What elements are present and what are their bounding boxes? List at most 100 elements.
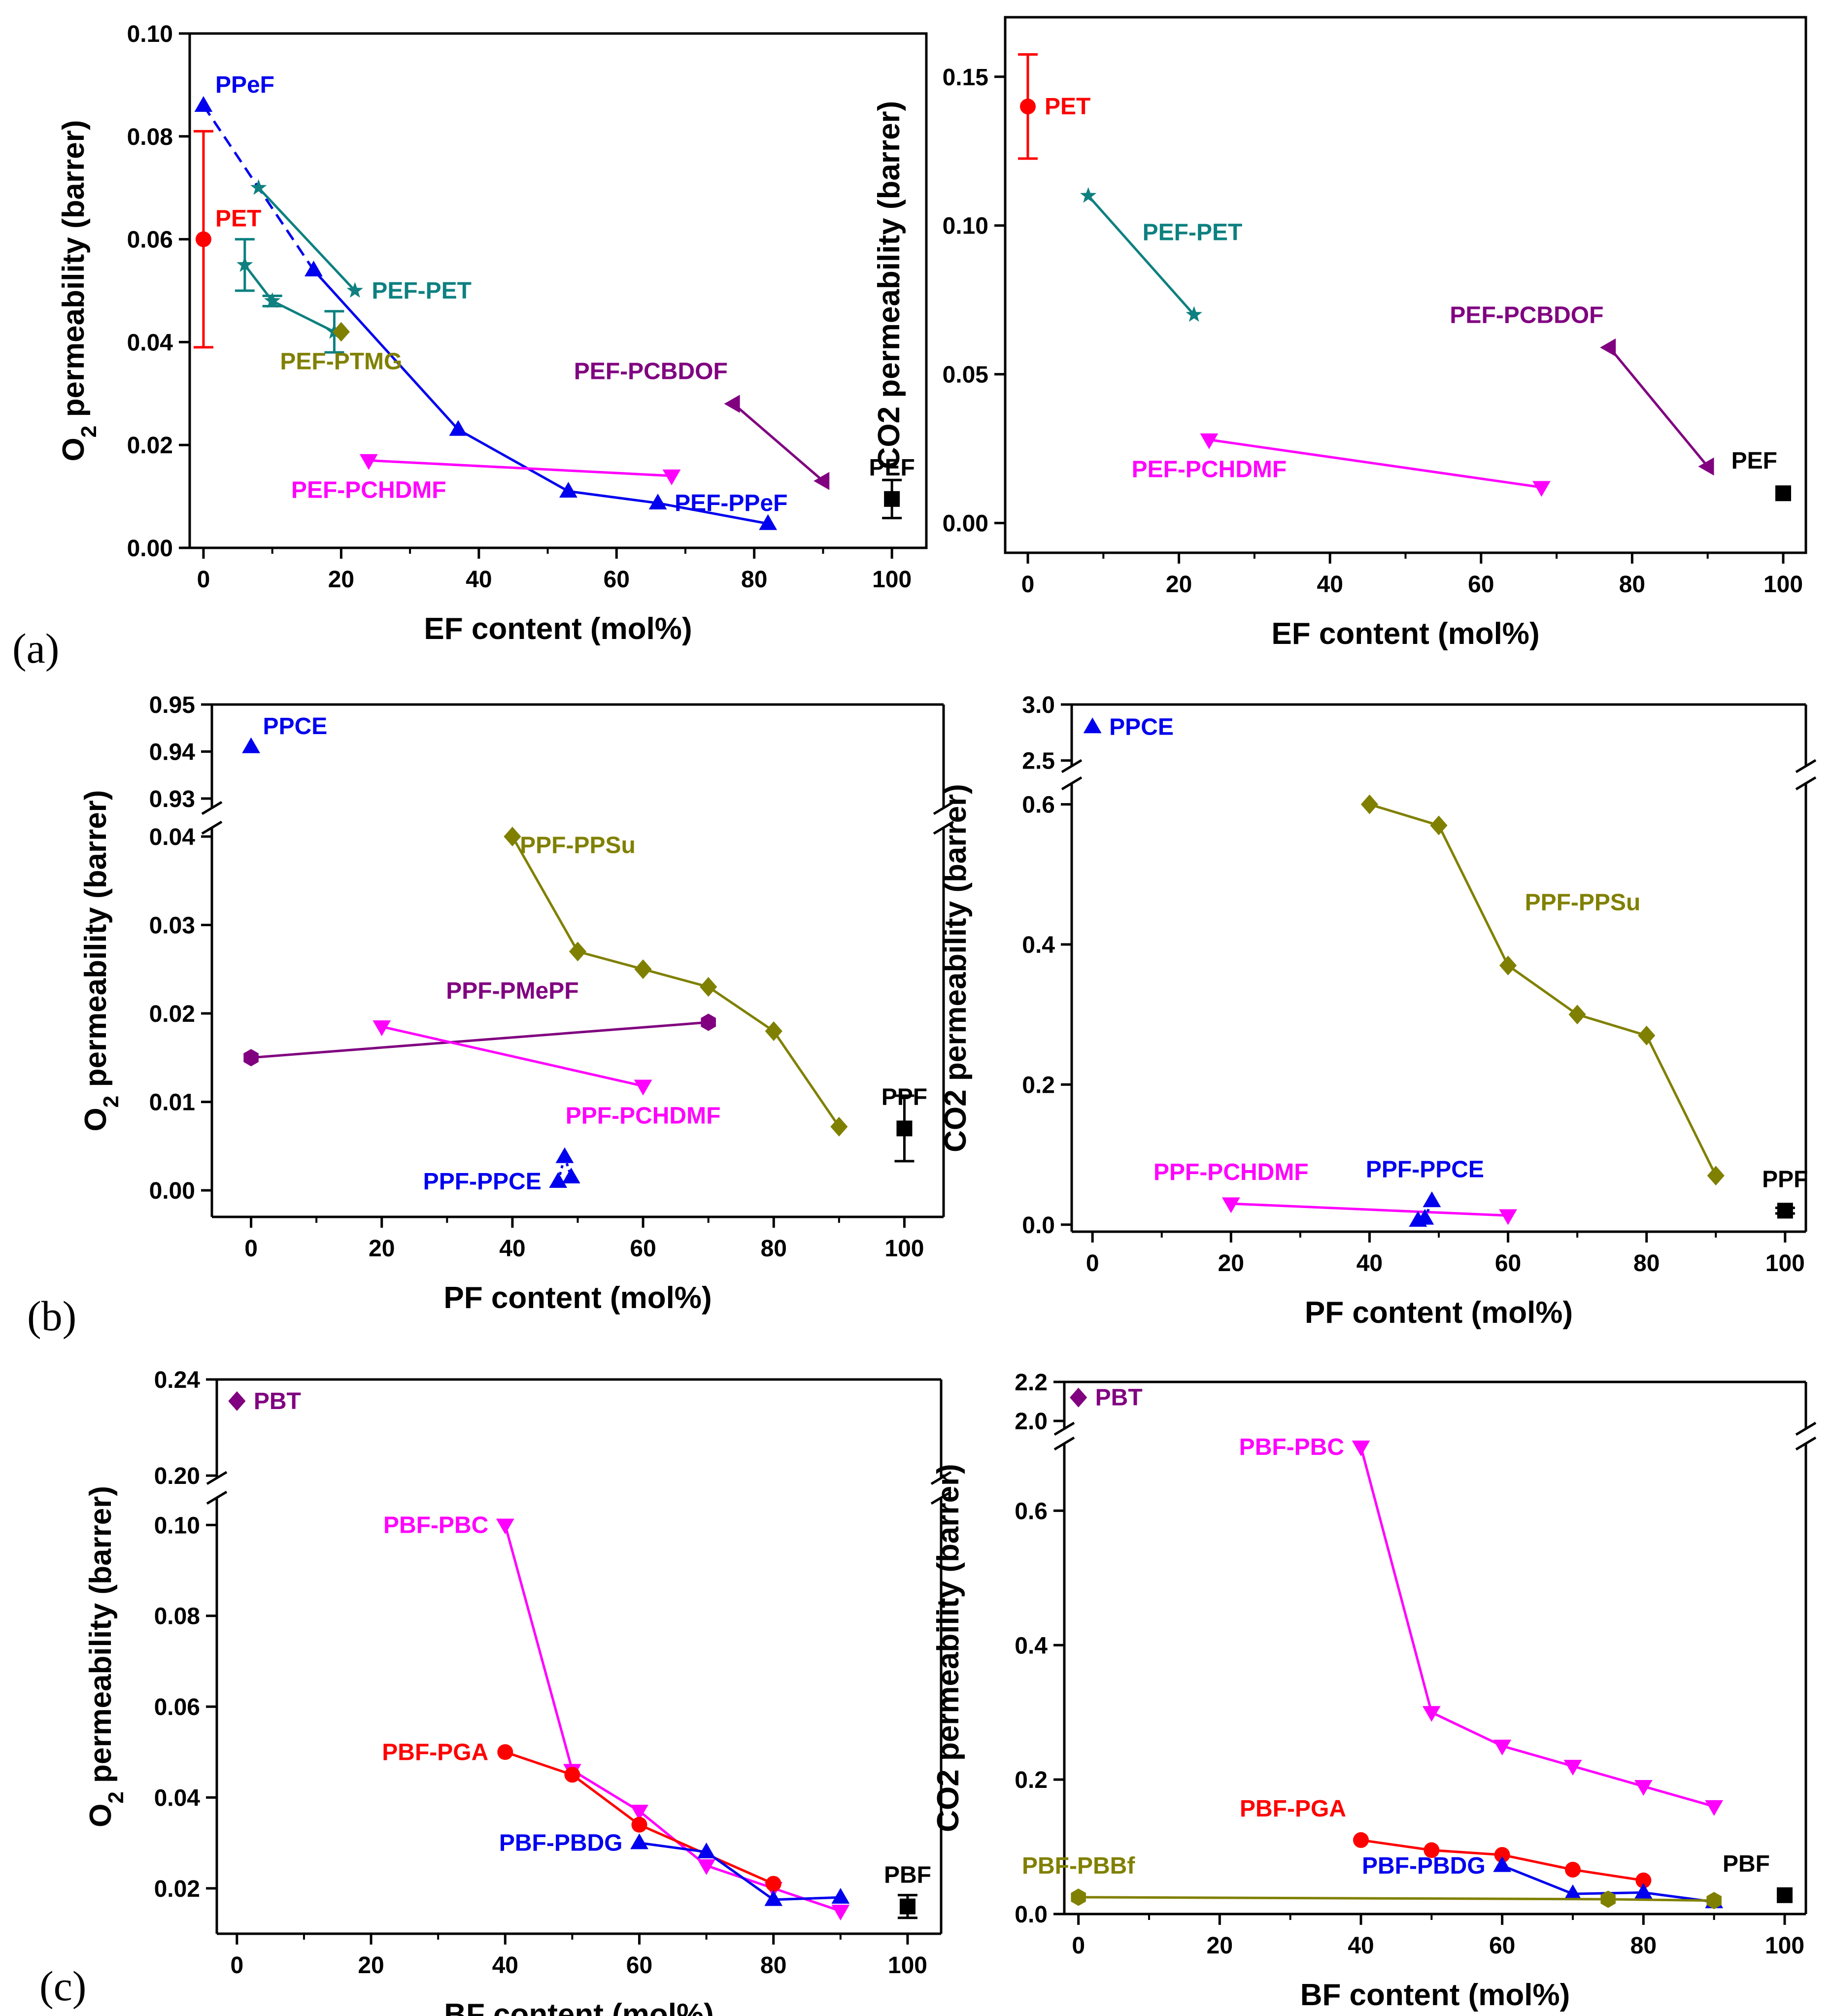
series-line-segment <box>457 428 569 493</box>
series-pbf-pga: PBF-PGA <box>382 1739 781 1892</box>
y-axis-title-part: permeability (barrer) <box>57 120 91 426</box>
series-label: PBF <box>884 1862 931 1888</box>
y-tick-label: 0.93 <box>149 786 195 812</box>
y-axis-title-subscript: 2 <box>104 1791 128 1803</box>
y-tick-label: 0.03 <box>149 913 195 939</box>
y-tick-label: 0.4 <box>1022 932 1055 958</box>
chart-b-co2-permeability: 0 20 40 60 80 100 2.5 3.0 0.0 0.2 0.4 0.6 PF content… <box>939 692 1817 1330</box>
axis-break-mark <box>1061 759 1083 773</box>
data-point-marker <box>195 231 211 247</box>
data-point-marker <box>1698 457 1714 476</box>
data-point-marker <box>1493 1740 1512 1756</box>
series-ppce: PPCE <box>242 713 327 753</box>
x-tick-label: 0 <box>1072 1933 1085 1959</box>
data-point-marker <box>373 1020 391 1037</box>
x-tick-label: 60 <box>626 1952 652 1979</box>
axes: 0 20 40 60 80 100 0.20 0.24 0.02 0.04 0.06 0.08 0.10… <box>84 1367 952 2016</box>
data-point-marker <box>1777 1887 1793 1903</box>
series-label: PBF-PGA <box>1240 1796 1346 1822</box>
y-tick-label: 0.15 <box>943 65 988 91</box>
series-label: PEF <box>869 455 915 481</box>
data-point-marker <box>1353 1832 1369 1848</box>
data-point-marker <box>497 1744 513 1760</box>
y-tick-label: 0.06 <box>127 227 173 253</box>
data-point-marker <box>1634 1780 1653 1796</box>
series-line-segment <box>577 950 644 971</box>
y-tick-label: 0.0 <box>1022 1212 1055 1239</box>
series-pbf: PBF <box>1723 1851 1793 1903</box>
series-line-segment <box>1437 825 1509 966</box>
data-point-marker <box>1635 1872 1652 1888</box>
data-point-marker <box>1221 1197 1240 1213</box>
x-tick-label: 0 <box>244 1236 258 1262</box>
x-tick-label: 100 <box>888 1952 927 1979</box>
x-tick-label: 20 <box>1218 1250 1244 1277</box>
x-tick-label: 0 <box>1021 571 1035 598</box>
chart-c-co2-permeability: 0 20 40 60 80 100 2.0 2.2 0.0 0.2 0.4 0.6 BF content… <box>931 1370 1817 2012</box>
x-tick-label: 20 <box>328 567 354 593</box>
x-tick-label: 80 <box>761 1236 787 1262</box>
series-line-segment <box>1087 195 1195 316</box>
series-line-segment <box>1501 1864 1573 1895</box>
series-pef-pchdmf: PEF-PCHDMF <box>1132 433 1551 497</box>
series-label: PEF-PET <box>1143 219 1243 245</box>
axis-break-mark <box>1053 1436 1075 1451</box>
series-pef-pcbdof: PEF-PCBDOF <box>1450 302 1714 476</box>
chart-a-o2-permeability: 0 20 40 60 80 100 0.00 0.02 0.04 0.06 0.08 0.10 EF c… <box>57 21 928 646</box>
data-point-marker <box>549 1172 568 1188</box>
x-tick-label: 40 <box>492 1952 518 1979</box>
data-point-marker <box>305 261 323 277</box>
x-axis-title: PF content (mol%) <box>1305 1296 1573 1330</box>
axes: 0 20 40 60 80 100 0.00 0.02 0.04 0.06 0.08 0.10 EF c… <box>57 21 928 646</box>
data-point-marker <box>1600 338 1616 357</box>
series-ppf-pmepf: PPF-PMePF <box>243 978 716 1067</box>
series-ppf-ppce: PPF-PPCE <box>1366 1156 1484 1227</box>
data-point-marker <box>697 1842 716 1858</box>
data-point-marker <box>496 1518 514 1535</box>
series-pef-pet: PEF-PET <box>1080 187 1242 322</box>
series-label: PEF-PCHDMF <box>1132 457 1287 483</box>
series-label: PBT <box>1095 1385 1143 1411</box>
y-tick-label: 0.10 <box>943 213 988 239</box>
data-point-marker <box>194 96 213 112</box>
x-tick-label: 20 <box>1166 571 1192 598</box>
axes: 0 20 40 60 80 100 2.5 3.0 0.0 0.2 0.4 0.6 PF content… <box>939 692 1817 1330</box>
x-axis-title: BF content (mol%) <box>444 1998 714 2016</box>
x-tick-label: 80 <box>1633 1250 1660 1277</box>
series-line-segment <box>1359 1446 1433 1713</box>
x-tick-label: 20 <box>358 1952 384 1979</box>
series-label: PBF-PGA <box>382 1739 488 1765</box>
axis-break-mark <box>933 820 954 835</box>
series-label: PPF <box>1762 1166 1808 1192</box>
x-tick-label: 80 <box>741 567 767 593</box>
data-point-marker <box>830 1116 848 1137</box>
panel-label-a: (a) <box>12 625 59 672</box>
y-tick-label: 0.4 <box>1015 1633 1048 1659</box>
data-point-marker <box>332 322 350 342</box>
series-line-segment <box>1501 1745 1573 1768</box>
series-line-segment <box>1431 1711 1503 1747</box>
series-label: PBF-PBDG <box>499 1830 623 1856</box>
series-line-segment <box>733 403 824 482</box>
x-tick-label: 40 <box>1317 571 1343 598</box>
x-tick-label: 80 <box>1630 1933 1657 1959</box>
data-point-marker <box>634 1079 652 1096</box>
series-line-segment <box>568 490 658 504</box>
x-tick-label: 20 <box>369 1236 395 1262</box>
y-tick-label: 0.95 <box>149 692 195 718</box>
series-line-segment <box>381 1025 644 1087</box>
data-point-marker <box>899 1898 916 1915</box>
x-tick-label: 40 <box>499 1236 525 1262</box>
y-tick-label: 2.2 <box>1015 1370 1048 1396</box>
axis-break-mark <box>930 1471 952 1485</box>
y-axis-title: CO2 permeability (barrer) <box>931 1464 965 1832</box>
series-line-segment <box>773 1896 841 1901</box>
series-ppce: PPCE <box>1083 714 1174 740</box>
series-pbf-pga: PBF-PGA <box>1240 1796 1652 1888</box>
x-tick-label: 100 <box>884 1236 924 1262</box>
y-axis-title-part: O <box>84 1804 118 1827</box>
series-pbf-pbdg: PBF-PBDG <box>499 1830 850 1906</box>
series-line-segment <box>1369 803 1439 827</box>
axis-break-mark <box>933 801 954 815</box>
data-point-marker <box>264 292 281 308</box>
